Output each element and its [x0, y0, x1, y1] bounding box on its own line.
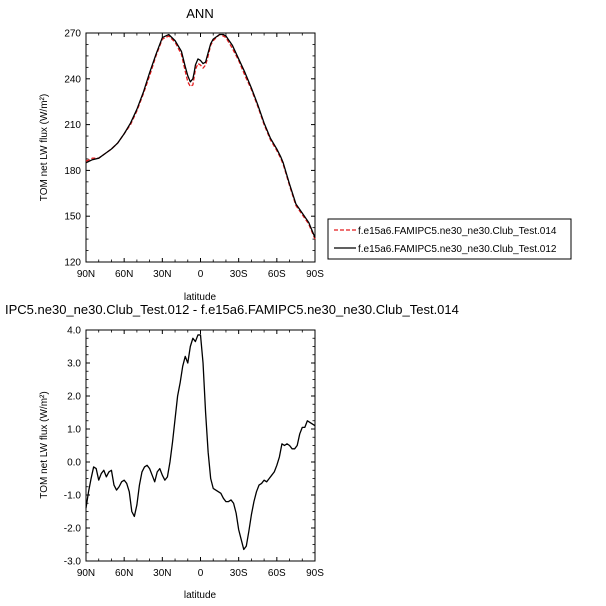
x-tick-label: 60S [268, 269, 286, 280]
y-tick-label: -1.0 [64, 491, 82, 502]
x-tick-label: 0 [198, 568, 204, 579]
top-x-axis-label: latitude [184, 292, 217, 303]
top-y-axis-label: TOM net LW flux (W/m²) [39, 94, 50, 201]
bottom-plot-title: IPC5.ne30_ne30.Club_Test.012 - f.e15a6.F… [5, 302, 459, 317]
y-tick-label: 0.0 [67, 458, 81, 469]
x-tick-label: 0 [198, 269, 204, 280]
y-tick-label: 1.0 [67, 425, 81, 436]
x-tick-label: 90S [306, 568, 324, 579]
y-tick-label: 210 [64, 120, 81, 131]
legend-entry-test-012: f.e15a6.FAMIPC5.ne30_ne30.Club_Test.012 [358, 244, 557, 255]
top-plot-frame [85, 32, 316, 263]
series-line-1 [85, 33, 316, 238]
bottom-axis-ticks: 90N 60N 30N 0 30S 60S 90S -3.0 -2.0 -1.0 0.0 1.0 2.0… [64, 326, 324, 580]
bottom-y-axis-label: TOM net LW flux (W/m²) [39, 391, 50, 498]
x-tick-label: 90S [306, 269, 324, 280]
top-series-lines [85, 33, 316, 240]
y-tick-label: 180 [64, 166, 81, 177]
y-tick-label: 4.0 [67, 326, 81, 337]
top-panel: ANN 90N 60N 30N 0 30S 60S 90S 120 150 180 210 240 27… [39, 6, 572, 303]
y-tick-label: 270 [64, 29, 81, 40]
y-tick-label: 150 [64, 212, 81, 223]
y-tick-label: 3.0 [67, 359, 81, 370]
top-plot-title: ANN [186, 6, 213, 21]
x-tick-label: 30S [230, 568, 248, 579]
legend-entry-test-014: f.e15a6.FAMIPC5.ne30_ne30.Club_Test.014 [358, 226, 557, 237]
series-line-0 [85, 33, 316, 240]
y-tick-label: 120 [64, 258, 81, 269]
x-tick-label: 90N [77, 269, 95, 280]
bottom-series-lines [85, 334, 316, 551]
x-tick-label: 30N [153, 269, 171, 280]
y-tick-label: -2.0 [64, 524, 82, 535]
y-tick-label: -3.0 [64, 557, 82, 568]
x-tick-label: 30S [230, 269, 248, 280]
legend: f.e15a6.FAMIPC5.ne30_ne30.Club_Test.014 … [327, 218, 572, 260]
legend-box [327, 218, 572, 260]
top-axis-ticks: 90N 60N 30N 0 30S 60S 90S 120 150 180 210 240 270 [64, 29, 324, 281]
y-tick-label: 2.0 [67, 392, 81, 403]
y-tick-label: 240 [64, 74, 81, 85]
series-line-0 [85, 334, 316, 551]
bottom-panel: IPC5.ne30_ne30.Club_Test.012 - f.e15a6.F… [5, 302, 459, 601]
x-tick-label: 60N [115, 269, 133, 280]
x-tick-label: 60N [115, 568, 133, 579]
x-tick-label: 30N [153, 568, 171, 579]
bottom-plot-frame [85, 329, 316, 562]
x-tick-label: 60S [268, 568, 286, 579]
x-tick-label: 90N [77, 568, 95, 579]
bottom-x-axis-label: latitude [184, 590, 217, 601]
